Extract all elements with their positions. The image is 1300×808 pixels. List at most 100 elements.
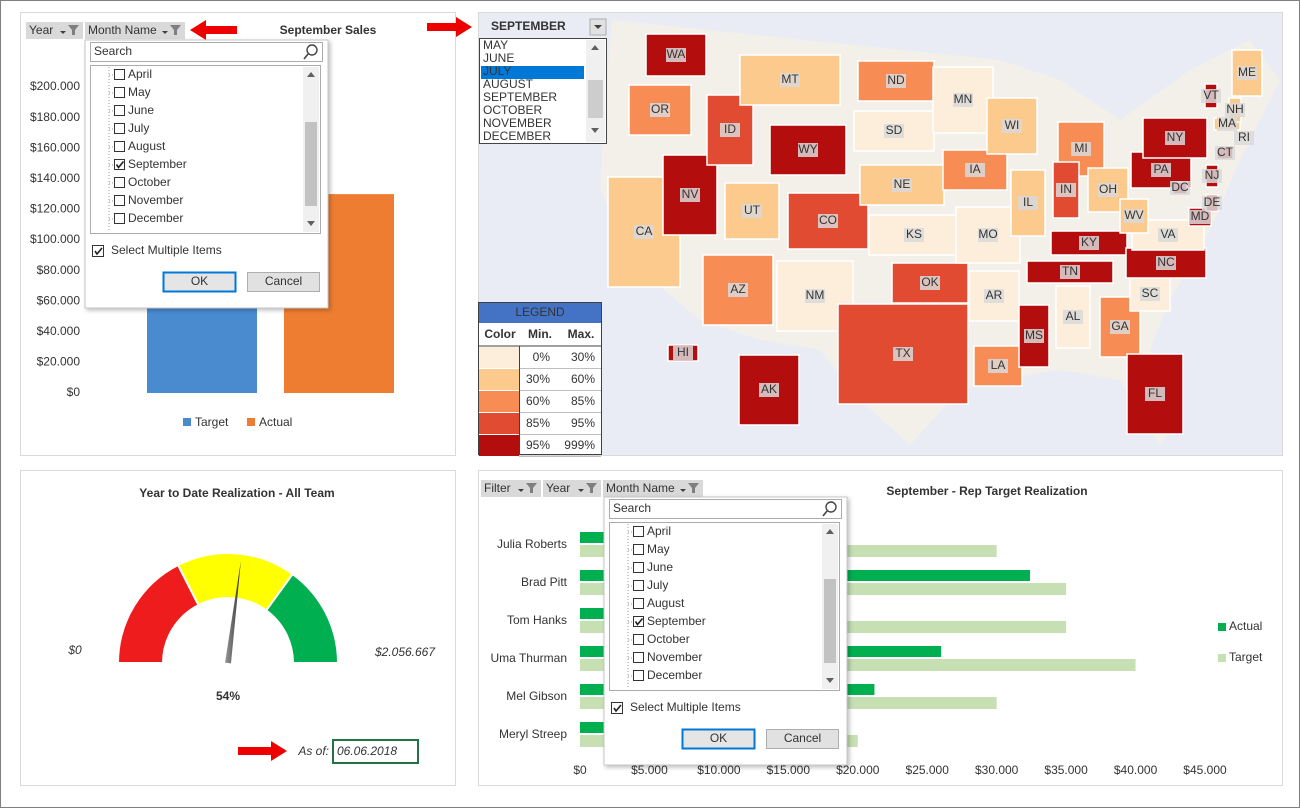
checkbox[interactable] bbox=[114, 105, 125, 116]
scroll-up bbox=[591, 45, 599, 50]
cancel-label: Cancel bbox=[265, 274, 302, 288]
state-label-box bbox=[798, 143, 818, 157]
filter-item[interactable]: November bbox=[128, 193, 183, 207]
filter-item[interactable]: July bbox=[128, 121, 149, 135]
check-mark bbox=[94, 247, 103, 256]
checkbox[interactable] bbox=[633, 544, 644, 555]
check-mark bbox=[115, 160, 125, 169]
checkbox[interactable] bbox=[633, 526, 644, 537]
filter-item[interactable]: December bbox=[647, 668, 702, 682]
legend-label: Actual bbox=[1229, 619, 1262, 633]
filter-item[interactable]: July bbox=[647, 578, 668, 592]
filter-button[interactable] bbox=[85, 22, 185, 39]
state-label-box bbox=[1071, 142, 1091, 156]
y-tick-label: $40.000 bbox=[37, 324, 81, 338]
scroll-thumb[interactable] bbox=[305, 122, 317, 206]
filter-item[interactable]: August bbox=[647, 596, 685, 610]
x-tick-label: $35.000 bbox=[1044, 763, 1088, 777]
filter-button[interactable] bbox=[481, 480, 541, 497]
state-label: NV bbox=[682, 187, 699, 201]
gauge-band bbox=[264, 572, 340, 664]
scroll-thumb[interactable] bbox=[824, 579, 836, 663]
state-label-box bbox=[1060, 265, 1080, 279]
date-cell[interactable] bbox=[332, 739, 419, 764]
state-label: AR bbox=[986, 288, 1003, 302]
checkbox[interactable] bbox=[114, 159, 125, 170]
slicer-item[interactable]: JULY bbox=[483, 64, 511, 78]
filter-item[interactable]: September bbox=[128, 157, 187, 171]
state-label-box bbox=[680, 188, 700, 202]
checkbox[interactable] bbox=[114, 213, 125, 224]
legend-swatch bbox=[1218, 623, 1226, 631]
checkbox[interactable] bbox=[114, 141, 125, 152]
checkbox[interactable] bbox=[611, 702, 623, 714]
search-box[interactable] bbox=[609, 499, 842, 519]
slicer-item[interactable]: JUNE bbox=[483, 51, 514, 65]
filter-item[interactable]: April bbox=[647, 524, 671, 538]
y-tick-label: $200.000 bbox=[30, 79, 80, 93]
checkbox[interactable] bbox=[114, 87, 125, 98]
state-label-box bbox=[1018, 196, 1038, 210]
y-tick-label: $160.000 bbox=[30, 140, 80, 154]
filter-item[interactable]: December bbox=[128, 211, 183, 225]
filter-item[interactable]: October bbox=[128, 175, 171, 189]
slicer-item[interactable]: DECEMBER bbox=[483, 129, 551, 143]
filter-item[interactable]: May bbox=[647, 542, 670, 556]
state-label-box bbox=[1024, 329, 1044, 343]
slicer-item[interactable]: AUGUST bbox=[483, 77, 534, 91]
state-label-box bbox=[1234, 131, 1254, 145]
state-label: DE bbox=[1204, 195, 1221, 209]
slicer-item[interactable]: MAY bbox=[483, 38, 508, 52]
checkbox[interactable] bbox=[633, 580, 644, 591]
legend-swatch bbox=[247, 418, 255, 426]
filter-item[interactable]: May bbox=[128, 85, 151, 99]
checkbox[interactable] bbox=[114, 195, 125, 206]
checkbox[interactable] bbox=[633, 634, 644, 645]
checkbox[interactable] bbox=[633, 670, 644, 681]
legend-min: 30% bbox=[526, 372, 550, 386]
legend-color bbox=[479, 347, 519, 368]
slicer-item[interactable]: NOVEMBER bbox=[483, 116, 552, 130]
search-box[interactable] bbox=[90, 42, 323, 62]
filter-item[interactable]: April bbox=[128, 67, 152, 81]
state-shape[interactable] bbox=[1010, 169, 1046, 237]
x-tick-label: $10.000 bbox=[697, 763, 741, 777]
x-tick-label: $20.000 bbox=[836, 763, 880, 777]
filter-item[interactable]: October bbox=[647, 632, 690, 646]
legend-swatch bbox=[183, 418, 191, 426]
checkbox[interactable] bbox=[633, 562, 644, 573]
state-shape[interactable] bbox=[739, 54, 841, 106]
x-tick-label: $25.000 bbox=[906, 763, 950, 777]
filter-item[interactable]: June bbox=[128, 103, 154, 117]
state-label: TN bbox=[1062, 264, 1078, 278]
checkbox[interactable] bbox=[633, 598, 644, 609]
filter-button[interactable] bbox=[603, 480, 703, 497]
slicer-item[interactable]: SEPTEMBER bbox=[483, 90, 557, 104]
y-tick-label: $20.000 bbox=[37, 355, 81, 369]
ok-button[interactable] bbox=[681, 728, 756, 750]
filter-item[interactable]: August bbox=[128, 139, 166, 153]
checkbox[interactable] bbox=[633, 652, 644, 663]
category-label: Brad Pitt bbox=[521, 575, 568, 589]
filter-button[interactable] bbox=[543, 480, 601, 497]
check-mark bbox=[613, 704, 622, 713]
checkbox[interactable] bbox=[92, 245, 104, 257]
checkbox[interactable] bbox=[114, 69, 125, 80]
filter-item[interactable]: September bbox=[647, 614, 706, 628]
ok-button[interactable] bbox=[162, 271, 237, 293]
cancel-button[interactable] bbox=[766, 729, 839, 749]
filter-item[interactable]: November bbox=[647, 650, 702, 664]
red-arrow bbox=[190, 20, 237, 40]
x-tick-label: $15.000 bbox=[767, 763, 811, 777]
filter-item[interactable]: June bbox=[647, 560, 673, 574]
cancel-button[interactable] bbox=[247, 272, 320, 292]
filter-button[interactable] bbox=[26, 22, 83, 39]
slicer-item[interactable]: OCTOBER bbox=[483, 103, 542, 117]
state-label: CA bbox=[636, 224, 653, 238]
slicer-title: SEPTEMBER bbox=[491, 19, 566, 33]
checkbox[interactable] bbox=[114, 177, 125, 188]
checkbox[interactable] bbox=[114, 123, 125, 134]
checkbox[interactable] bbox=[633, 616, 644, 627]
x-tick-label: $30.000 bbox=[975, 763, 1019, 777]
filter-icon bbox=[688, 483, 699, 493]
